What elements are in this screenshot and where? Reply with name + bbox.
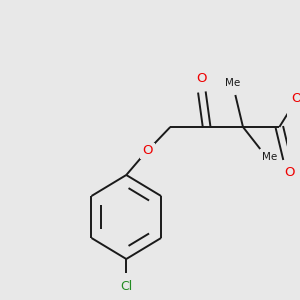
Text: Me: Me — [225, 78, 240, 88]
Text: O: O — [291, 92, 300, 106]
Text: O: O — [285, 166, 295, 178]
Text: Cl: Cl — [120, 280, 132, 292]
Text: O: O — [142, 145, 153, 158]
Text: O: O — [196, 73, 207, 85]
Text: Me: Me — [262, 152, 278, 162]
